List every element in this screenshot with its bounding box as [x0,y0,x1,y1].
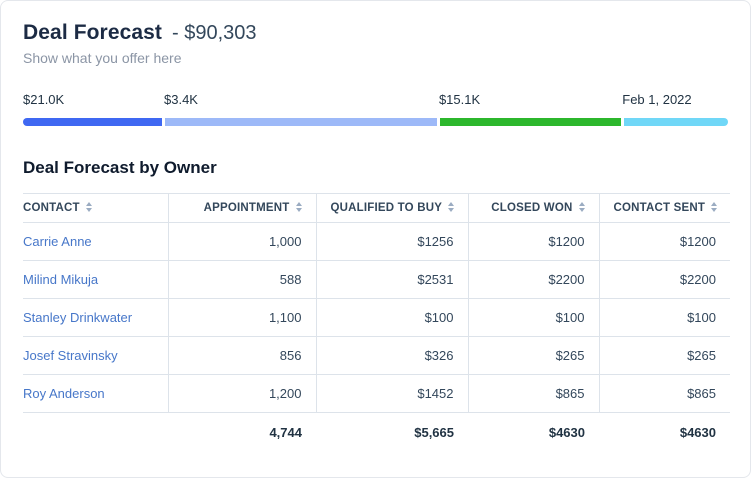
totals-row: 4,744 $5,665 $4630 $4630 [23,413,730,453]
totals-appointment: 4,744 [269,425,302,440]
appointment-cell: 588 [167,260,316,299]
appointment-cell: 1,100 [167,298,316,337]
column-header-qualified-to-buy[interactable]: QUALIFIED TO BUY [315,193,468,223]
column-label: APPOINTMENT [203,202,290,214]
sort-icon[interactable] [711,201,718,212]
deal-forecast-table: CONTACT APPOINTMENT QUALIFIED TO BUY CLO… [23,193,730,452]
qualified-to-buy-cell: $100 [315,298,468,337]
page-title: Deal Forecast [23,21,163,44]
column-label: CONTACT [23,202,80,214]
table-row: Stanley Drinkwater 1,100 $100 $100 $100 [23,298,730,337]
column-header-contact-sent[interactable]: CONTACT SENT [598,193,730,223]
qualified-to-buy-cell: $326 [315,336,468,375]
column-label: QUALIFIED TO BUY [330,202,443,214]
contact-link[interactable]: Stanley Drinkwater [23,310,133,325]
totals-empty-cell [23,413,168,453]
totals-contact-sent: $4630 [679,425,716,440]
qualified-to-buy-cell: $1452 [315,374,468,413]
contact-sent-cell: $865 [598,374,730,413]
closed-won-cell: $865 [467,374,599,413]
closed-won-cell: $265 [467,336,599,375]
appointment-cell: 1,200 [167,374,316,413]
header: Deal Forecast - $90,303 [23,21,728,45]
progress-label-4: Feb 1, 2022 [622,92,692,107]
contact-link[interactable]: Josef Stravinsky [23,348,118,363]
table-row: Milind Mikuja 588 $2531 $2200 $2200 [23,260,730,299]
sort-icon[interactable] [85,201,92,212]
column-label: CLOSED WON [491,202,573,214]
contact-sent-cell: $1200 [598,222,730,261]
table-header-row: CONTACT APPOINTMENT QUALIFIED TO BUY CLO… [23,193,730,223]
contact-sent-cell: $2200 [598,260,730,299]
appointment-cell: 1,000 [167,222,316,261]
progress-bar [23,118,728,126]
contact-sent-cell: $100 [598,298,730,337]
column-header-closed-won[interactable]: CLOSED WON [467,193,599,223]
forecast-amount: - $90,303 [172,22,257,44]
contact-sent-cell: $265 [598,336,730,375]
qualified-to-buy-cell: $2531 [315,260,468,299]
totals-qualified-to-buy: $5,665 [414,425,454,440]
contact-link[interactable]: Roy Anderson [23,386,105,401]
page-subtitle: Show what you offer here [23,50,182,66]
contact-cell: Stanley Drinkwater [23,298,168,337]
contact-link[interactable]: Milind Mikuja [23,272,99,287]
progress-segment-4 [623,118,728,126]
progress-labels: $21.0K $3.4K $15.1K Feb 1, 2022 [23,92,728,109]
table-row: Carrie Anne 1,000 $1256 $1200 $1200 [23,222,730,261]
progress-segment-2 [165,118,437,126]
contact-cell: Milind Mikuja [23,260,168,299]
column-header-contact[interactable]: CONTACT [23,193,168,223]
column-header-appointment[interactable]: APPOINTMENT [167,193,316,223]
progress-segment-1 [23,118,163,126]
progress-label-3: $15.1K [438,92,481,107]
contact-cell: Roy Anderson [23,374,168,413]
progress-label-1: $21.0K [23,92,65,107]
table-row: Josef Stravinsky 856 $326 $265 $265 [23,336,730,375]
appointment-cell: 856 [167,336,316,375]
sort-icon[interactable] [448,201,455,212]
forecast-progress: $21.0K $3.4K $15.1K Feb 1, 2022 [23,92,728,126]
closed-won-cell: $1200 [467,222,599,261]
closed-won-cell: $2200 [467,260,599,299]
contact-cell: Josef Stravinsky [23,336,168,375]
totals-closed-won: $4630 [548,425,585,440]
qualified-to-buy-cell: $1256 [315,222,468,261]
contact-link[interactable]: Carrie Anne [23,234,92,249]
progress-label-2: $3.4K [164,92,198,107]
sort-icon[interactable] [578,201,585,212]
sort-icon[interactable] [295,201,302,212]
column-label: CONTACT SENT [613,202,706,214]
contact-cell: Carrie Anne [23,222,168,261]
section-title: Deal Forecast by Owner [23,158,217,177]
progress-segment-3 [439,118,621,126]
closed-won-cell: $100 [467,298,599,337]
table-row: Roy Anderson 1,200 $1452 $865 $865 [23,374,730,413]
